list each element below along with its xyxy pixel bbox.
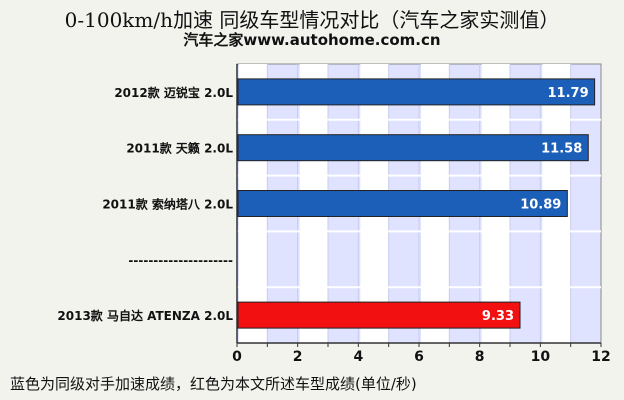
x-tick-label: 2 bbox=[293, 349, 303, 365]
bar bbox=[237, 134, 589, 162]
chart-subtitle: 汽车之家www.autohome.com.cn bbox=[183, 31, 441, 49]
bar bbox=[237, 190, 568, 217]
x-tick-label: 12 bbox=[591, 349, 610, 365]
chart-footnote: 蓝色为同级对手加速成绩，红色为本文所述车型成绩(单位/秒) bbox=[10, 375, 417, 393]
bar-data-label: 10.89 bbox=[520, 198, 561, 213]
x-tick-label: 8 bbox=[475, 349, 485, 365]
category-label: 2012款 迈锐宝 2.0L bbox=[114, 85, 233, 100]
bar-data-label: 11.79 bbox=[548, 86, 589, 101]
x-tick-label: 6 bbox=[414, 349, 424, 365]
x-tick-label: 4 bbox=[353, 349, 363, 365]
category-label: --------------------- bbox=[128, 253, 233, 267]
x-tick-label: 10 bbox=[531, 349, 551, 365]
category-label: 2011款 天籁 2.0L bbox=[126, 141, 233, 156]
bar-data-label: 9.33 bbox=[482, 309, 514, 324]
bar bbox=[237, 301, 521, 329]
bar bbox=[237, 78, 596, 106]
bar-data-label: 11.58 bbox=[541, 142, 582, 157]
x-tick-label: 0 bbox=[232, 349, 242, 365]
category-label: 2011款 索纳塔八 2.0L bbox=[102, 197, 233, 212]
category-label: 2013款 马自达 ATENZA 2.0L bbox=[57, 308, 233, 323]
chart-title: 0-100km/h加速 同级车型情况对比（汽车之家实测值） bbox=[64, 8, 560, 32]
